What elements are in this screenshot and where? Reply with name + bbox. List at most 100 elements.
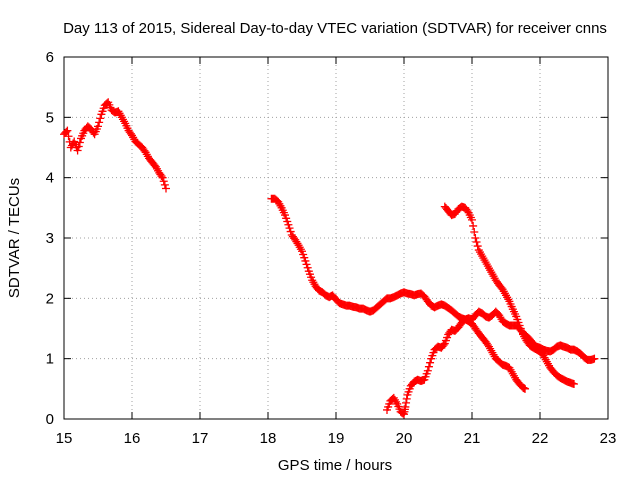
data-point	[506, 365, 515, 374]
data-point	[479, 254, 488, 263]
data-point	[128, 131, 136, 140]
data-point	[509, 371, 518, 380]
data-point	[392, 397, 401, 406]
data-point	[151, 162, 160, 171]
data-points	[60, 98, 599, 419]
data-point	[120, 117, 129, 126]
data-point	[95, 118, 104, 127]
data-point	[426, 358, 435, 367]
data-point	[162, 184, 170, 193]
data-point	[489, 350, 498, 359]
data-point	[570, 380, 578, 389]
data-point	[486, 266, 495, 275]
x-tick-labels: 15 16 17 18 19 20 21 22 23	[56, 430, 617, 447]
data-point	[159, 177, 168, 186]
data-point	[504, 295, 513, 304]
y-tick-label: 3	[46, 230, 54, 247]
data-point	[539, 351, 548, 360]
data-point	[489, 272, 498, 281]
x-tick-label: 23	[600, 430, 617, 447]
data-point	[474, 246, 483, 255]
y-tick-label: 6	[46, 49, 54, 66]
data-point	[296, 245, 305, 254]
y-tick-label: 5	[46, 109, 54, 126]
y-axis-label: SDTVAR / TECUs	[6, 178, 23, 298]
data-point	[389, 393, 398, 402]
data-point	[302, 260, 311, 269]
data-point	[118, 115, 127, 124]
x-tick-label: 16	[124, 430, 141, 447]
data-point	[63, 126, 72, 135]
data-point	[286, 227, 295, 236]
data-point	[67, 141, 76, 150]
data-point	[398, 409, 407, 418]
data-point	[469, 221, 478, 230]
data-point	[543, 359, 552, 368]
data-point	[471, 234, 480, 242]
data-point	[540, 353, 549, 362]
chart-title: Day 113 of 2015, Sidereal Day-to-day VTE…	[63, 20, 607, 37]
data-point	[542, 357, 551, 366]
data-point	[488, 348, 497, 357]
data-point	[520, 332, 529, 341]
data-point	[402, 398, 411, 407]
data-point	[507, 367, 516, 376]
data-point	[503, 293, 512, 302]
data-point	[499, 287, 508, 296]
data-point	[129, 133, 138, 142]
data-point	[521, 384, 530, 393]
data-point	[94, 122, 102, 131]
data-point	[473, 242, 482, 251]
data-point	[157, 172, 166, 181]
data-point	[470, 227, 479, 236]
data-point	[308, 276, 317, 285]
y-tick-label: 4	[46, 170, 54, 187]
data-point	[158, 173, 167, 182]
data-point	[96, 114, 105, 123]
x-tick-label: 22	[532, 430, 549, 447]
data-point	[488, 270, 497, 279]
data-point	[424, 362, 433, 371]
data-point	[294, 241, 303, 250]
data-point	[508, 369, 517, 378]
x-tick-label: 20	[396, 430, 413, 447]
data-point	[478, 252, 487, 261]
data-point	[74, 142, 83, 151]
data-point	[496, 313, 505, 322]
y-tick-label: 2	[46, 290, 54, 307]
data-point	[117, 113, 126, 122]
data-point	[142, 150, 151, 159]
x-tick-label: 18	[260, 430, 277, 447]
data-point	[116, 111, 125, 120]
data-point	[141, 148, 150, 157]
data-point	[519, 330, 527, 339]
y-tick-label: 1	[46, 351, 54, 368]
data-point	[274, 197, 283, 206]
data-point	[152, 164, 161, 173]
data-point	[115, 109, 124, 118]
data-point	[468, 215, 476, 224]
data-point	[475, 248, 484, 257]
data-point	[284, 220, 293, 229]
data-point	[75, 138, 84, 147]
data-point	[73, 146, 82, 155]
data-point	[483, 262, 492, 271]
data-point	[309, 278, 318, 287]
data-point	[485, 342, 493, 351]
y-tick-label: 0	[46, 411, 54, 428]
data-point	[590, 354, 599, 363]
data-point	[64, 132, 73, 141]
data-point	[481, 258, 490, 267]
data-point	[487, 268, 496, 277]
data-point	[463, 207, 472, 216]
data-point	[502, 291, 510, 300]
data-point	[500, 289, 509, 298]
x-tick-label: 15	[56, 430, 73, 447]
data-point	[498, 285, 507, 294]
data-point	[402, 394, 411, 403]
data-point	[276, 201, 285, 210]
data-point	[114, 107, 123, 116]
data-point	[487, 346, 496, 355]
